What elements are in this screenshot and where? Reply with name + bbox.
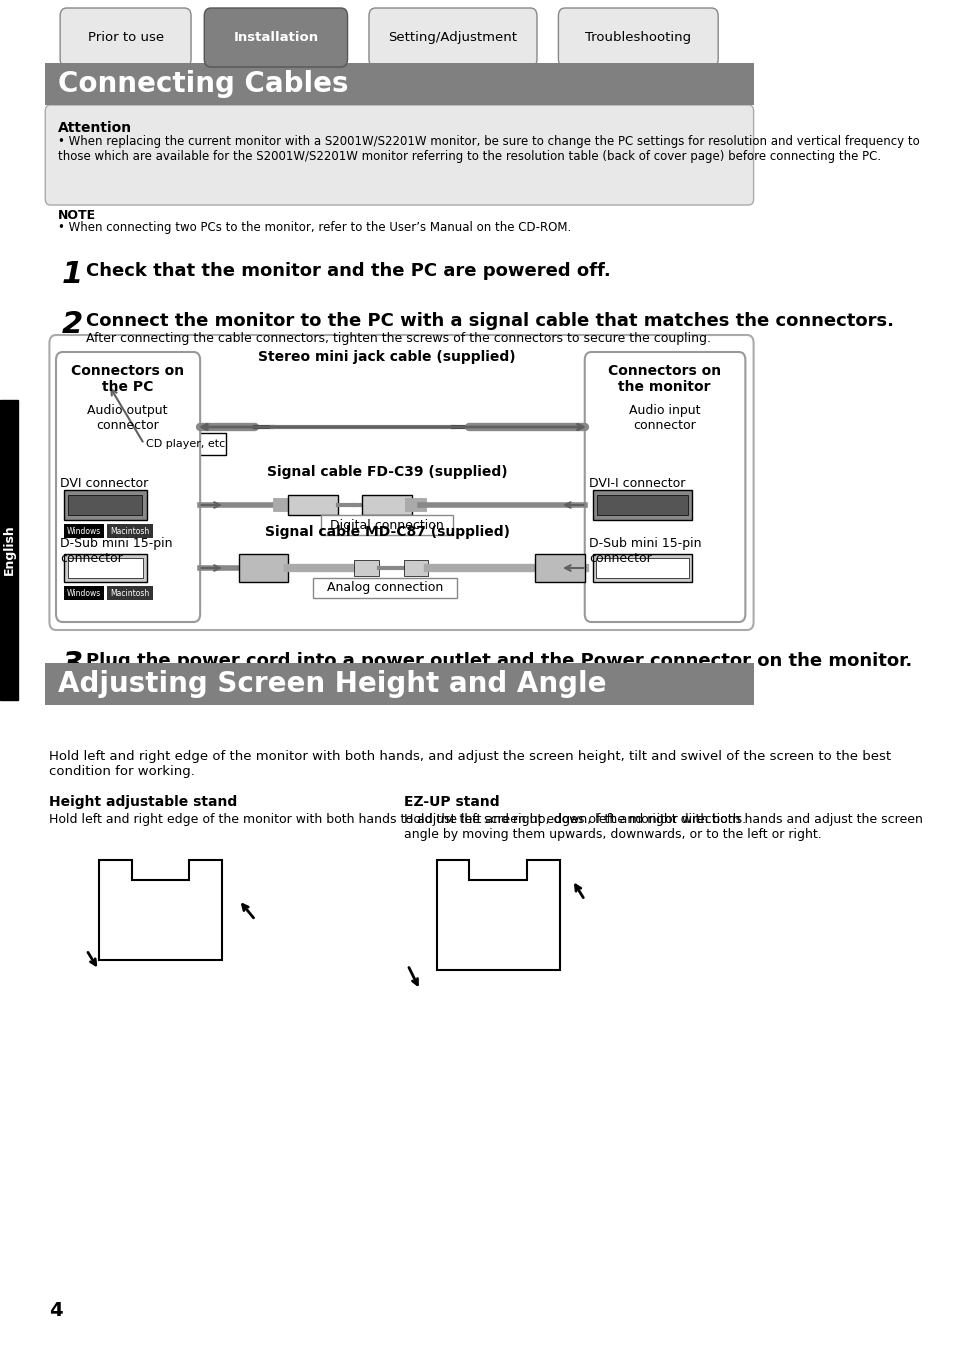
FancyBboxPatch shape: [45, 105, 753, 205]
FancyBboxPatch shape: [593, 390, 666, 481]
Text: Connect the monitor to the PC with a signal cable that matches the connectors.: Connect the monitor to the PC with a sig…: [87, 312, 894, 329]
Text: 2: 2: [62, 310, 83, 339]
Polygon shape: [99, 860, 222, 960]
Text: DVI-I connector: DVI-I connector: [588, 477, 684, 490]
Text: Prior to use: Prior to use: [88, 31, 164, 45]
FancyBboxPatch shape: [0, 400, 18, 701]
FancyBboxPatch shape: [321, 514, 453, 535]
FancyBboxPatch shape: [238, 554, 288, 582]
Text: Setting/Adjustment: Setting/Adjustment: [388, 31, 517, 45]
FancyBboxPatch shape: [86, 446, 124, 456]
FancyBboxPatch shape: [362, 495, 412, 514]
FancyBboxPatch shape: [69, 495, 142, 514]
Text: NOTE: NOTE: [57, 209, 95, 221]
FancyBboxPatch shape: [50, 335, 753, 630]
FancyBboxPatch shape: [535, 554, 584, 582]
FancyBboxPatch shape: [593, 554, 691, 582]
FancyBboxPatch shape: [86, 460, 124, 470]
FancyBboxPatch shape: [86, 432, 124, 441]
Text: Installation: Installation: [233, 31, 318, 45]
Text: CD player, etc: CD player, etc: [146, 439, 225, 450]
Text: Windows: Windows: [67, 526, 101, 536]
FancyBboxPatch shape: [107, 586, 153, 599]
FancyBboxPatch shape: [597, 495, 687, 514]
FancyBboxPatch shape: [86, 382, 124, 391]
FancyBboxPatch shape: [369, 8, 537, 68]
Text: Hold the left and right edges of the monitor with both hands and adjust the scre: Hold the left and right edges of the mon…: [403, 813, 922, 841]
FancyBboxPatch shape: [45, 663, 753, 705]
FancyBboxPatch shape: [288, 495, 337, 514]
Text: DVI connector: DVI connector: [60, 477, 149, 490]
Text: Stereo mini jack cable (supplied): Stereo mini jack cable (supplied): [258, 350, 516, 365]
Text: Signal cable FD-C39 (supplied): Signal cable FD-C39 (supplied): [267, 464, 507, 479]
FancyBboxPatch shape: [86, 404, 124, 414]
FancyBboxPatch shape: [558, 8, 718, 68]
FancyBboxPatch shape: [86, 390, 124, 400]
FancyBboxPatch shape: [107, 524, 153, 539]
Text: D-Sub mini 15-pin
connector: D-Sub mini 15-pin connector: [60, 537, 172, 566]
Text: Height adjustable stand: Height adjustable stand: [50, 795, 237, 809]
FancyBboxPatch shape: [64, 554, 147, 582]
Text: Troubleshooting: Troubleshooting: [584, 31, 691, 45]
FancyBboxPatch shape: [596, 558, 688, 578]
Text: Macintosh: Macintosh: [111, 589, 150, 598]
FancyBboxPatch shape: [584, 352, 744, 622]
Text: English: English: [3, 525, 15, 575]
FancyBboxPatch shape: [144, 433, 226, 455]
Text: Signal cable MD-C87 (supplied): Signal cable MD-C87 (supplied): [264, 525, 509, 539]
Polygon shape: [436, 860, 559, 971]
FancyBboxPatch shape: [64, 586, 104, 599]
FancyBboxPatch shape: [68, 558, 143, 578]
Text: Hold left and right edge of the monitor with both hands to adjust the screen up,: Hold left and right edge of the monitor …: [50, 813, 746, 826]
Text: After connecting the cable connectors, tighten the screws of the connectors to s: After connecting the cable connectors, t…: [87, 332, 711, 346]
Text: 3: 3: [62, 649, 83, 679]
Text: EZ-UP stand: EZ-UP stand: [403, 795, 498, 809]
Text: • When connecting two PCs to the monitor, refer to the User’s Manual on the CD-R: • When connecting two PCs to the monitor…: [57, 221, 570, 234]
Text: Adjusting Screen Height and Angle: Adjusting Screen Height and Angle: [57, 670, 605, 698]
FancyBboxPatch shape: [204, 8, 347, 68]
Text: Hold left and right edge of the monitor with both hands, and adjust the screen h: Hold left and right edge of the monitor …: [50, 751, 891, 778]
FancyBboxPatch shape: [354, 560, 378, 576]
Text: Connectors on
the monitor: Connectors on the monitor: [607, 364, 720, 394]
FancyBboxPatch shape: [403, 560, 428, 576]
Text: D-Sub mini 15-pin
connector: D-Sub mini 15-pin connector: [588, 537, 700, 566]
FancyBboxPatch shape: [45, 63, 753, 105]
FancyBboxPatch shape: [593, 490, 691, 520]
FancyBboxPatch shape: [597, 400, 662, 470]
FancyBboxPatch shape: [313, 578, 456, 598]
FancyBboxPatch shape: [64, 490, 147, 520]
Text: 1: 1: [62, 261, 83, 289]
Text: Plug the power cord into a power outlet and the Power connector on the monitor.: Plug the power cord into a power outlet …: [87, 652, 912, 670]
Text: Check that the monitor and the PC are powered off.: Check that the monitor and the PC are po…: [87, 262, 611, 279]
Text: Windows: Windows: [67, 589, 101, 598]
Text: Connectors on
the PC: Connectors on the PC: [71, 364, 184, 394]
Text: • When replacing the current monitor with a S2001W/S2201W monitor, be sure to ch: • When replacing the current monitor wit…: [57, 135, 919, 163]
Text: Audio input
connector: Audio input connector: [628, 404, 700, 432]
Text: Connecting Cables: Connecting Cables: [57, 70, 348, 99]
FancyBboxPatch shape: [64, 524, 104, 539]
Text: Digital connection: Digital connection: [330, 518, 443, 532]
FancyBboxPatch shape: [60, 8, 191, 68]
Text: 4: 4: [50, 1301, 63, 1320]
Text: Macintosh: Macintosh: [111, 526, 150, 536]
FancyBboxPatch shape: [56, 352, 200, 622]
Text: Attention: Attention: [57, 122, 132, 135]
Text: Analog connection: Analog connection: [326, 582, 442, 594]
Text: Audio output
connector: Audio output connector: [88, 404, 168, 432]
FancyBboxPatch shape: [82, 379, 128, 490]
FancyBboxPatch shape: [86, 418, 124, 428]
